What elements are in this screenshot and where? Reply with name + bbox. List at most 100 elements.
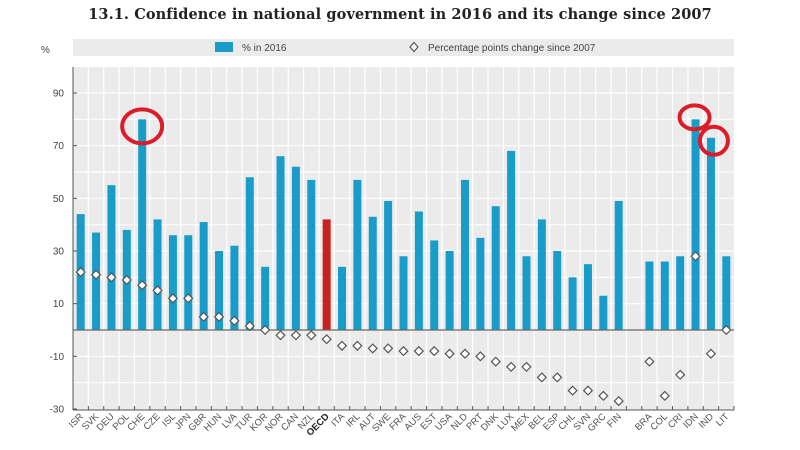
bar-chl	[568, 277, 577, 330]
bar-lit	[722, 256, 731, 330]
bar-svk	[92, 232, 101, 330]
y-tick-label: 30	[53, 247, 65, 258]
bar-esp	[553, 251, 562, 330]
change-marker-cri	[675, 369, 686, 380]
x-tick-label-lit: LIT	[714, 411, 732, 429]
bar-can	[291, 166, 300, 330]
legend-band	[73, 39, 734, 56]
change-marker-bra	[644, 356, 655, 367]
bar-kor	[261, 266, 270, 330]
bar-bel	[537, 219, 546, 330]
change-marker-cze	[152, 285, 163, 296]
change-marker-est	[429, 345, 440, 357]
bar-col	[660, 261, 669, 330]
change-marker-swe	[382, 343, 394, 354]
bar-aut	[368, 216, 377, 330]
y-tick-label: -30	[50, 405, 65, 416]
change-marker-dnk	[490, 356, 501, 367]
bar-deu	[107, 185, 116, 330]
gridlines	[73, 67, 734, 410]
bar-idn	[691, 119, 700, 330]
change-marker-isr	[75, 266, 86, 278]
bar-che	[138, 119, 147, 330]
bar-nld	[460, 179, 469, 330]
change-marker-bel	[536, 372, 547, 383]
y-tick-label: 10	[53, 299, 65, 310]
change-marker-nld	[459, 348, 471, 359]
legend-label-diamond: Percentage points change since 2007	[428, 43, 596, 54]
change-marker-kor	[260, 324, 271, 336]
axes	[72, 67, 735, 411]
annotations	[120, 103, 730, 157]
change-marker-gbr	[198, 311, 209, 322]
bar-aus	[414, 211, 423, 330]
change-markers	[75, 251, 732, 407]
bar-lva	[230, 245, 239, 330]
change-marker-hun	[213, 311, 225, 322]
y-tick-label: 50	[53, 194, 65, 205]
annotation-circle-ind	[697, 124, 730, 157]
y-axis-unit-label: %	[41, 45, 50, 56]
bar-svn	[583, 264, 592, 330]
bar-bra	[645, 261, 654, 330]
bar-fra	[399, 256, 408, 330]
bar-usa	[445, 251, 454, 330]
change-marker-oecd	[321, 334, 332, 345]
change-marker-pol	[121, 274, 132, 286]
bar-ind	[706, 137, 715, 330]
change-marker-lva	[229, 315, 240, 326]
bar-cze	[153, 219, 162, 330]
bars	[76, 119, 731, 330]
change-marker-nzl	[306, 330, 317, 341]
change-marker-aus	[413, 345, 425, 357]
change-marker-can	[290, 330, 302, 341]
change-marker-jpn	[183, 293, 194, 304]
legend: % in 2016 Percentage points change since …	[215, 41, 596, 54]
change-marker-tur	[244, 320, 255, 332]
change-marker-lit	[721, 324, 732, 336]
change-marker-chl	[567, 385, 578, 396]
change-marker-prt	[475, 351, 486, 362]
change-marker-ita	[336, 340, 348, 351]
change-marker-aut	[367, 343, 378, 354]
bar-prt	[476, 237, 485, 330]
change-marker-fra	[398, 345, 409, 357]
bar-dnk	[491, 206, 500, 330]
bar-gbr	[199, 222, 208, 330]
legend-swatch-bar	[215, 42, 233, 52]
y-tick-label: 70	[53, 141, 65, 152]
chart-title: 13.1. Confidence in national government …	[88, 6, 712, 23]
change-marker-grc	[598, 390, 609, 401]
bar-tur	[245, 177, 254, 330]
x-tick-label-fin: FIN	[605, 411, 624, 430]
legend-swatch-diamond	[409, 41, 419, 53]
bar-jpn	[184, 235, 193, 330]
annotation-circle-che	[120, 107, 165, 146]
y-ticks: -30 -10 10 30 50 70 90	[50, 89, 77, 416]
bar-hun	[215, 251, 224, 330]
bar-ita	[338, 266, 347, 330]
change-marker-deu	[106, 272, 117, 283]
change-marker-usa	[444, 348, 455, 359]
annotation-circle-idn	[677, 103, 712, 132]
bar-lux	[507, 150, 516, 330]
bar-nor	[276, 156, 285, 330]
change-marker-lux	[505, 361, 517, 373]
bar-grc	[599, 295, 608, 330]
y-tick-label: -10	[50, 352, 65, 363]
bar-oecd	[322, 219, 331, 330]
bar-isl	[168, 235, 177, 330]
bar-fin	[614, 200, 623, 330]
change-marker-che	[137, 280, 148, 291]
change-marker-ind	[705, 348, 717, 359]
bar-cri	[676, 256, 685, 330]
change-marker-fin	[613, 395, 624, 407]
change-marker-nor	[275, 330, 286, 341]
change-marker-irl	[352, 340, 363, 351]
change-marker-svk	[90, 269, 102, 280]
legend-label-bar: % in 2016	[242, 43, 287, 54]
bar-irl	[353, 179, 362, 330]
y-tick-label: 90	[53, 89, 65, 100]
x-tick-labels: ISRSVKDEUPOLCHECZEISLJPNGBRHUNLVATURKORN…	[67, 411, 732, 439]
